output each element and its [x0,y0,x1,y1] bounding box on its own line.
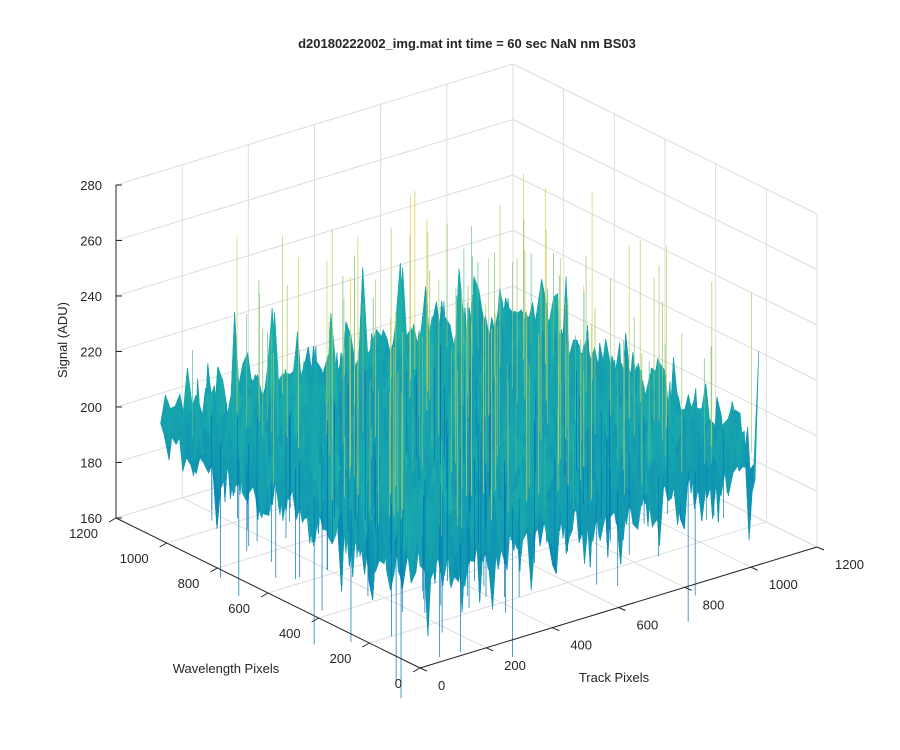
floor-grid-y [369,521,767,644]
right-wall-grid-z [512,119,818,270]
right-wall-grid-z [512,63,818,215]
floor-grid-y [318,496,716,619]
back-wall-grid-z [115,63,514,186]
back-wall-grid-z [115,174,514,297]
right-wall-grid-z [512,230,818,381]
surface-mesh [160,173,760,699]
right-wall-grid-z [512,174,818,326]
back-wall-grid-z [115,119,514,241]
